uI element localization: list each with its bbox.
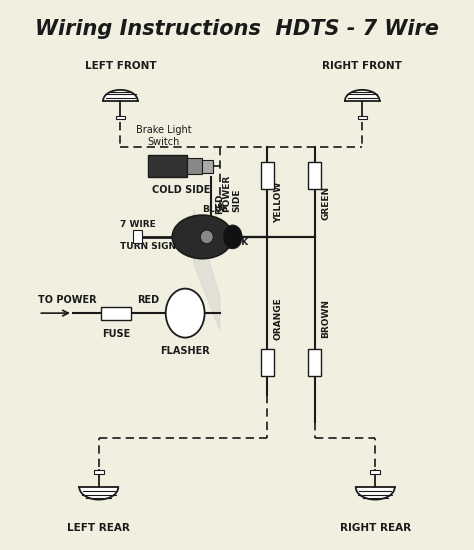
- Text: 7 WIRE: 7 WIRE: [120, 219, 156, 229]
- Polygon shape: [194, 210, 220, 329]
- Ellipse shape: [172, 215, 233, 258]
- Ellipse shape: [201, 230, 213, 244]
- Bar: [308, 349, 321, 376]
- Bar: [101, 306, 131, 320]
- Text: YELLOW: YELLOW: [273, 182, 283, 223]
- Text: LEFT REAR: LEFT REAR: [67, 522, 130, 533]
- Text: TURN SIGNAL SWITCH: TURN SIGNAL SWITCH: [120, 243, 233, 251]
- Bar: [370, 470, 380, 474]
- Bar: [133, 230, 142, 244]
- Bar: [261, 349, 273, 376]
- Bar: [116, 116, 125, 119]
- Polygon shape: [103, 90, 137, 101]
- Bar: [94, 470, 104, 474]
- Bar: [308, 162, 321, 189]
- Polygon shape: [356, 487, 395, 499]
- Bar: [202, 160, 213, 173]
- Text: GREEN: GREEN: [321, 186, 330, 220]
- Text: FLASHER: FLASHER: [160, 346, 210, 356]
- Text: RED: RED: [137, 295, 160, 305]
- Text: BLACK: BLACK: [215, 238, 249, 247]
- Bar: [358, 116, 366, 119]
- Text: COLD SIDE: COLD SIDE: [152, 185, 210, 195]
- Text: TO POWER: TO POWER: [38, 295, 97, 305]
- Text: POWER
SIDE: POWER SIDE: [222, 175, 241, 212]
- Circle shape: [223, 225, 242, 249]
- Text: BROWN: BROWN: [321, 299, 330, 338]
- Bar: [148, 155, 187, 177]
- Text: FUSE: FUSE: [102, 329, 130, 339]
- Polygon shape: [345, 90, 380, 101]
- Text: Brake Light
Switch: Brake Light Switch: [136, 125, 191, 147]
- Polygon shape: [79, 487, 118, 499]
- Text: RIGHT REAR: RIGHT REAR: [340, 522, 411, 533]
- Text: ORANGE: ORANGE: [273, 297, 283, 340]
- Bar: [187, 158, 202, 174]
- Text: LEFT FRONT: LEFT FRONT: [84, 61, 156, 71]
- Text: RIGHT FRONT: RIGHT FRONT: [322, 61, 402, 71]
- Text: P  L: P L: [186, 311, 197, 316]
- Text: X: X: [176, 309, 182, 317]
- Text: BLUE: BLUE: [202, 205, 228, 214]
- Circle shape: [166, 289, 205, 338]
- Text: Wiring Instructions  HDTS - 7 Wire: Wiring Instructions HDTS - 7 Wire: [35, 19, 439, 39]
- Text: RED: RED: [215, 194, 224, 214]
- Bar: [261, 162, 273, 189]
